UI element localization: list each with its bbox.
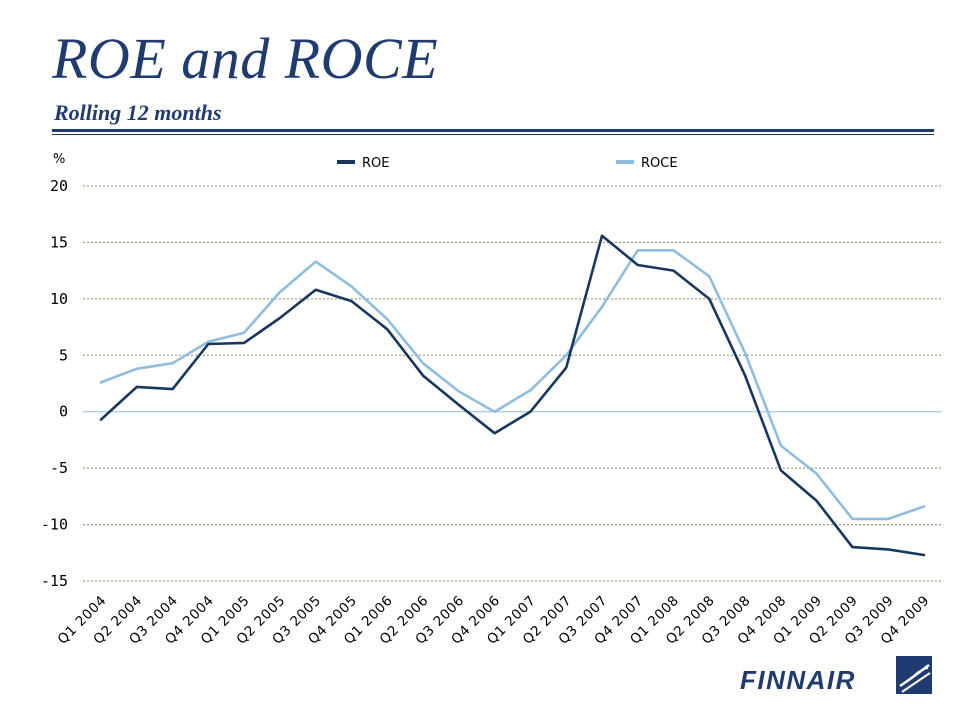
logo-text: FINNAIR [740,665,856,695]
gridlines [83,185,942,582]
y-tick-label: -10 [41,516,68,534]
y-tick-label: 0 [59,403,68,421]
y-tick-label: 15 [50,233,68,251]
y-axis-ticks: 20 15 10 5 0 -5 -10 -15 [41,177,68,590]
series-line-roe [99,234,926,557]
finnair-logo: FINNAIR [740,656,932,695]
series-line-roce [99,249,926,521]
legend: ROE ROCE [337,156,678,171]
slide-title: ROE and ROCE [52,26,439,91]
slide-subtitle: Rolling 12 months [54,100,222,125]
legend-label-roe: ROE [362,156,389,171]
y-tick-label: -15 [41,572,68,590]
series-lines [99,234,926,557]
y-tick-label: -5 [50,459,68,477]
y-tick-label: 10 [50,290,68,308]
finnair-f-icon [896,656,932,694]
y-unit-label: % [53,152,65,167]
title-rule-thin [52,134,934,135]
legend-label-roce: ROCE [641,156,678,171]
y-tick-label: 5 [59,346,68,364]
y-tick-label: 20 [50,177,68,195]
title-rule-thick [52,129,934,132]
